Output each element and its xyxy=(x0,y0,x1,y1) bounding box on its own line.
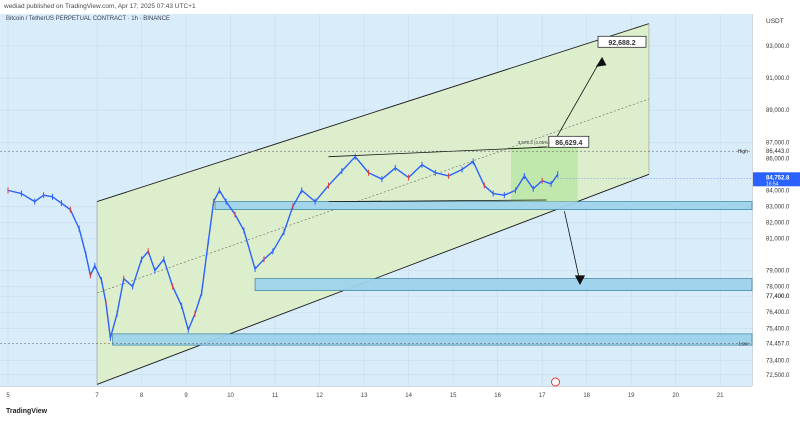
range-highlight-box xyxy=(510,147,578,202)
price-aux-3: 77,400.0 xyxy=(766,294,790,300)
time-tick-8: 14 xyxy=(405,393,412,399)
upper-support-zone xyxy=(214,201,753,210)
price-tick-3: 76,400.0 xyxy=(766,310,790,316)
time-axis[interactable] xyxy=(0,386,752,405)
time-tick-10: 16 xyxy=(494,393,501,399)
time-tick-13: 19 xyxy=(628,393,635,399)
time-tick-15: 21 xyxy=(717,393,724,399)
price-tick-6: 79,000.0 xyxy=(766,269,790,275)
current-price-text: 84,752.8 xyxy=(766,175,790,181)
event-marker-icon xyxy=(551,377,560,387)
lower-support-zone xyxy=(112,333,753,346)
price-tick-13: 93,000.0 xyxy=(766,44,790,50)
price-aux-1: 86,000.0 xyxy=(766,156,790,162)
price-tick-9: 83,000.0 xyxy=(766,204,790,210)
time-tick-5: 11 xyxy=(272,393,279,399)
time-tick-2: 8 xyxy=(140,393,144,399)
target-up-box xyxy=(597,35,647,48)
price-tick-5: 78,000.0 xyxy=(766,285,790,291)
tradingview-logo: TradingView xyxy=(6,408,48,415)
triangle-upper-line xyxy=(328,146,547,158)
mid-support-zone xyxy=(254,278,753,291)
price-tick-12: 91,000.0 xyxy=(766,76,790,82)
channel-mid-line xyxy=(96,98,650,294)
top-bar: wediad published on TradingView.com, Apr… xyxy=(0,0,800,14)
price-tick-11: 89,000.0 xyxy=(766,108,790,114)
low-value: 74,457.0 xyxy=(766,341,790,347)
currency-label[interactable]: USDT xyxy=(766,18,784,25)
price-tick-1: 73,400.0 xyxy=(766,358,790,364)
price-axis[interactable] xyxy=(752,14,800,386)
target-up-label: 92,688.2 xyxy=(608,40,635,47)
footer: TradingView xyxy=(0,404,800,422)
triangle-lower-line xyxy=(328,199,547,203)
price-tick-2: 75,400.0 xyxy=(766,326,790,332)
price-tick-10: 87,000.0 xyxy=(766,140,790,146)
low-label: Low xyxy=(739,341,749,347)
symbol-title: Bitcoin / TetherUS PERPETUAL CONTRACT · … xyxy=(6,16,170,22)
price-tick-4: 77,400.0 xyxy=(766,294,790,300)
price-tick-8: 82,000.0 xyxy=(766,220,790,226)
bullish-projection-line xyxy=(550,57,603,148)
time-tick-12: 18 xyxy=(583,393,590,399)
time-tick-4: 10 xyxy=(227,393,234,399)
time-tick-11: 17 xyxy=(539,393,546,399)
high-value-bg xyxy=(753,146,800,156)
bullish-arrowhead xyxy=(595,57,607,67)
measure-label: 3,575.3 (4.05%) xyxy=(518,140,551,145)
current-price-badge xyxy=(753,172,800,187)
time-tick-14: 20 xyxy=(672,393,679,399)
time-tick-0: 5 xyxy=(6,393,10,399)
time-tick-7: 13 xyxy=(361,393,368,399)
publisher-text: wediad published on TradingView.com, Apr… xyxy=(4,3,196,10)
bearish-projection-line xyxy=(564,211,581,282)
low-value-bg xyxy=(753,338,800,348)
channel-upper-line xyxy=(96,23,650,203)
time-tick-9: 15 xyxy=(450,393,457,399)
price-series-line xyxy=(7,156,559,339)
time-tick-3: 9 xyxy=(184,393,188,399)
time-tick-1: 7 xyxy=(95,393,99,399)
current-countdown: 16:54 xyxy=(766,181,779,187)
target-mid-label: 86,629.4 xyxy=(555,140,582,147)
high-label: High xyxy=(738,149,749,155)
bearish-arrowhead xyxy=(574,275,586,285)
price-tick-0: 72,500.0 xyxy=(766,373,790,379)
target-mid-box xyxy=(548,135,590,148)
high-value: 86,443.0 xyxy=(766,149,790,155)
time-tick-6: 12 xyxy=(316,393,323,399)
price-aux-2: 84,000.0 xyxy=(766,188,790,194)
price-tick-7: 81,000.0 xyxy=(766,236,790,242)
